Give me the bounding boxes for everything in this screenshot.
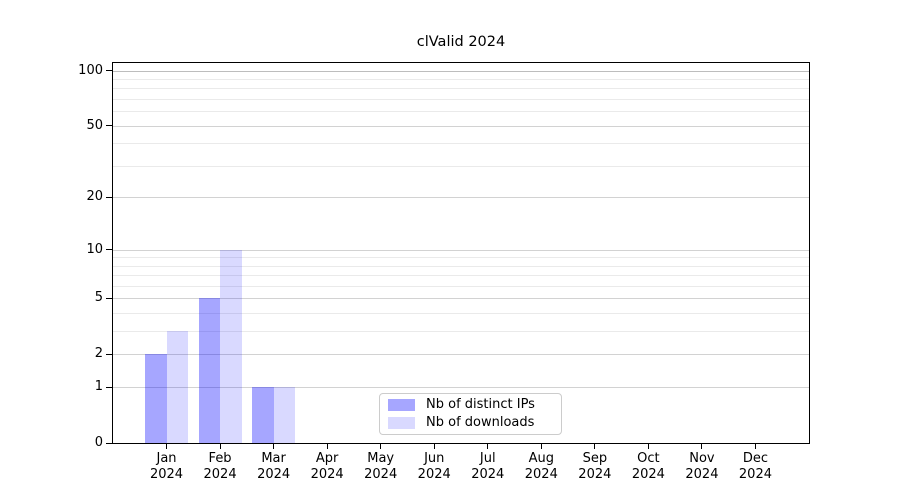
x-tick-label: Aug 2024 bbox=[509, 451, 573, 483]
x-tick-label: Jan 2024 bbox=[135, 451, 199, 483]
x-tick bbox=[433, 444, 435, 449]
x-tick-month: Jun bbox=[424, 451, 445, 466]
x-tick-label: Oct 2024 bbox=[616, 451, 680, 483]
gridline-minor bbox=[113, 257, 809, 259]
x-tick-year: 2024 bbox=[257, 467, 291, 482]
legend-item-downloads: Nb of downloads bbox=[388, 414, 553, 432]
legend-swatch-downloads bbox=[388, 417, 415, 429]
gridline-major bbox=[113, 387, 809, 389]
x-tick bbox=[594, 444, 596, 449]
legend-label-distinct-ips: Nb of distinct IPs bbox=[426, 397, 535, 412]
bar-nb-of-downloads-feb bbox=[220, 249, 242, 443]
x-tick-month: Feb bbox=[208, 451, 232, 466]
x-tick bbox=[540, 444, 542, 449]
x-tick-year: 2024 bbox=[471, 467, 505, 482]
x-tick-year: 2024 bbox=[578, 467, 612, 482]
y-tick-label: 100 bbox=[78, 62, 103, 78]
gridline-minor bbox=[113, 143, 809, 145]
gridline-minor bbox=[113, 265, 809, 267]
y-tick-label: 20 bbox=[86, 189, 103, 205]
x-tick bbox=[647, 444, 649, 449]
bar-nb-of-distinct-ips-mar bbox=[252, 387, 274, 443]
legend-swatch-distinct-ips bbox=[388, 399, 415, 411]
x-tick-year: 2024 bbox=[149, 467, 184, 482]
bar-nb-of-downloads-jan bbox=[166, 331, 189, 443]
x-tick-year: 2024 bbox=[364, 467, 398, 482]
gridline-minor bbox=[113, 165, 809, 167]
y-tick-label: 50 bbox=[86, 117, 103, 133]
bar-nb-of-downloads-mar bbox=[273, 387, 296, 443]
x-tick-month: Oct bbox=[637, 451, 660, 466]
gridline-minor bbox=[113, 79, 809, 81]
y-tick-label: 0 bbox=[94, 435, 103, 450]
x-tick-month: Apr bbox=[315, 451, 339, 466]
x-tick bbox=[380, 444, 382, 449]
x-tick bbox=[273, 444, 275, 449]
x-tick-month: Jul bbox=[479, 451, 496, 466]
x-tick-label: May 2024 bbox=[349, 451, 413, 483]
y-tick-label: 1 bbox=[94, 379, 103, 395]
x-tick-year: 2024 bbox=[738, 467, 772, 482]
gridline-minor bbox=[113, 285, 809, 287]
gridline-minor bbox=[113, 88, 809, 90]
gridline-major bbox=[113, 298, 809, 300]
gridline-minor bbox=[113, 331, 809, 333]
y-tick-label: 5 bbox=[94, 290, 103, 306]
x-tick bbox=[166, 444, 168, 449]
gridline-minor bbox=[113, 99, 809, 101]
gridline-minor bbox=[113, 313, 809, 315]
y-tick-label: 10 bbox=[86, 241, 103, 257]
x-tick-year: 2024 bbox=[417, 467, 451, 482]
gridline-major bbox=[113, 249, 809, 251]
x-tick-month: Sep bbox=[582, 451, 608, 466]
x-tick-month: Jan bbox=[156, 451, 177, 466]
x-tick-label: Feb 2024 bbox=[188, 451, 252, 483]
x-tick-year: 2024 bbox=[631, 467, 665, 482]
legend-label-downloads: Nb of downloads bbox=[426, 415, 535, 430]
bar-nb-of-distinct-ips-feb bbox=[198, 298, 221, 443]
x-tick-year: 2024 bbox=[310, 467, 344, 482]
x-tick-year: 2024 bbox=[524, 467, 558, 482]
x-tick bbox=[701, 444, 703, 449]
x-tick bbox=[754, 444, 756, 449]
gridline-minor bbox=[113, 275, 809, 277]
gridline-major bbox=[113, 197, 809, 199]
x-tick-month: May bbox=[367, 451, 395, 466]
x-tick-label: Jul 2024 bbox=[456, 451, 520, 483]
x-tick bbox=[219, 444, 221, 449]
x-tick-label: Dec 2024 bbox=[723, 451, 787, 483]
x-tick-month: Mar bbox=[261, 451, 286, 466]
bar-nb-of-distinct-ips-jan bbox=[145, 354, 167, 443]
legend: Nb of distinct IPs Nb of downloads bbox=[379, 393, 562, 435]
x-tick bbox=[487, 444, 489, 449]
x-tick-year: 2024 bbox=[203, 467, 237, 482]
x-tick-label: Apr 2024 bbox=[295, 451, 359, 483]
x-tick-month: Aug bbox=[528, 451, 554, 466]
plot-area bbox=[112, 62, 810, 444]
x-tick-label: Jun 2024 bbox=[402, 451, 466, 483]
x-tick-label: Sep 2024 bbox=[563, 451, 627, 483]
x-tick-year: 2024 bbox=[685, 467, 719, 482]
x-tick-label: Mar 2024 bbox=[242, 451, 306, 483]
legend-item-distinct-ips: Nb of distinct IPs bbox=[388, 396, 553, 414]
chart-title: clValid 2024 bbox=[416, 34, 506, 50]
x-tick-label: Nov 2024 bbox=[670, 451, 734, 483]
x-tick-month: Nov bbox=[689, 451, 715, 466]
x-tick-month: Dec bbox=[742, 451, 769, 466]
gridline-major bbox=[113, 125, 809, 127]
gridline-major bbox=[113, 354, 809, 356]
y-tick-label: 2 bbox=[94, 346, 103, 362]
gridline-major bbox=[113, 70, 809, 72]
gridline-minor bbox=[113, 111, 809, 113]
x-tick bbox=[326, 444, 328, 449]
